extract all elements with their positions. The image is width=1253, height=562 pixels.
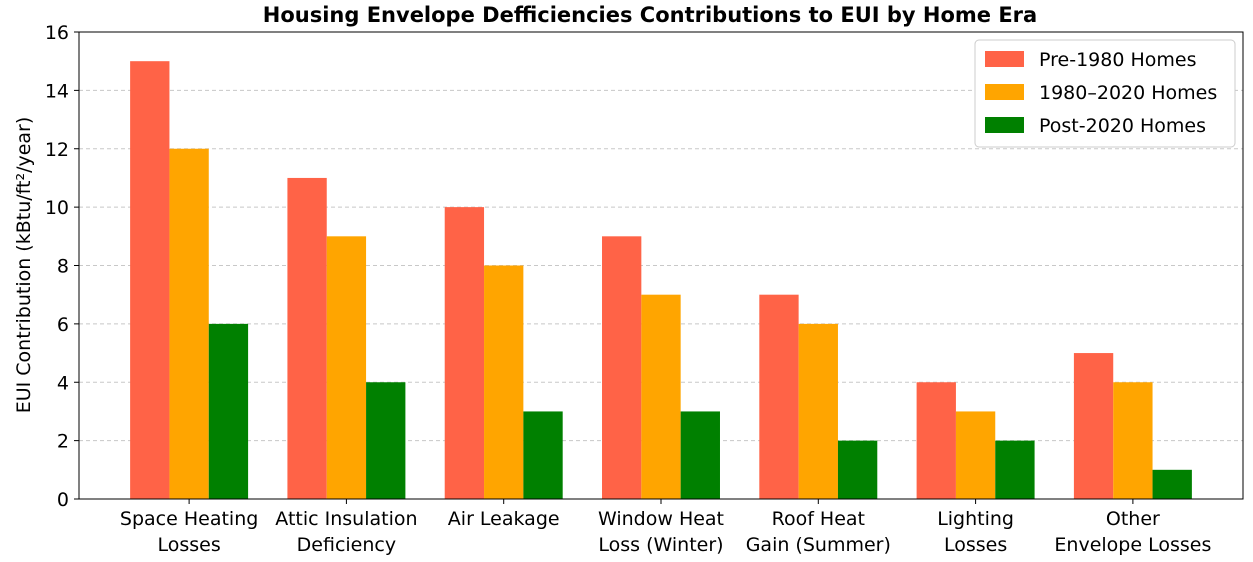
y-tick-label: 10 [45,197,69,219]
bar [798,323,838,499]
legend-swatch [985,51,1024,67]
y-tick-label: 4 [57,372,69,394]
y-tick-label: 14 [45,80,69,102]
legend: Pre-1980 Homes 1980–2020 Homes Post-2020 H… [974,39,1236,148]
chart-title: Housing Envelope Defficiencies Contribut… [263,3,1037,27]
bar [444,207,485,499]
bar [995,440,1035,499]
bar [955,411,996,499]
bar [1073,353,1114,499]
y-axis-ticks: 0 2 4 6 8 10 12 14 16 [45,22,79,511]
legend-entries: Pre-1980 Homes 1980–2020 Homes Post-2020 H… [985,49,1217,137]
y-tick-label: 8 [57,256,69,278]
bar [602,236,642,499]
y-tick-label: 0 [57,489,69,511]
bar [1152,469,1192,499]
bars [130,61,1192,499]
y-tick-label: 2 [57,431,69,453]
x-tick-label: Other [1106,508,1160,530]
y-tick-label: 12 [45,139,69,161]
x-tick-label: Attic Insulation [275,508,417,530]
x-tick-label: Envelope Losses [1054,534,1211,556]
x-axis-ticks: Space Heating Losses Attic Insulation Defic… [120,499,1211,556]
bar [484,265,524,499]
x-tick-label: Deficiency [297,534,396,556]
bar [916,382,956,499]
x-tick-label: Losses [944,534,1007,556]
legend-label: Pre-1980 Homes [1039,49,1196,71]
bar [208,323,249,499]
x-tick-label: Roof Heat [772,508,865,530]
bar [326,236,367,499]
y-axis-label: EUI Contribution (kBtu/ft²/year) [13,117,35,414]
bar [366,382,406,499]
x-tick-label: Loss (Winter) [598,534,723,556]
x-tick-label: Losses [157,534,220,556]
y-tick-label: 6 [57,314,69,336]
bar [680,411,720,499]
x-tick-label: Lighting [937,508,1014,530]
legend-label: 1980–2020 Homes [1039,82,1217,104]
bar [130,61,170,499]
bar [759,294,799,499]
y-tick-label: 16 [45,22,69,44]
bar [837,440,878,499]
legend-swatch [985,117,1024,133]
legend-label: Post-2020 Homes [1039,115,1206,137]
x-tick-label: Window Heat [598,508,724,530]
x-tick-label: Gain (Summer) [746,534,891,556]
bar [523,411,563,499]
bar [169,148,209,499]
bar [641,294,681,499]
bar [1113,382,1153,499]
legend-swatch [985,84,1024,100]
x-tick-label: Air Leakage [448,508,560,530]
x-tick-label: Space Heating [120,508,258,530]
legend-box [974,39,1236,148]
bar [287,177,327,499]
